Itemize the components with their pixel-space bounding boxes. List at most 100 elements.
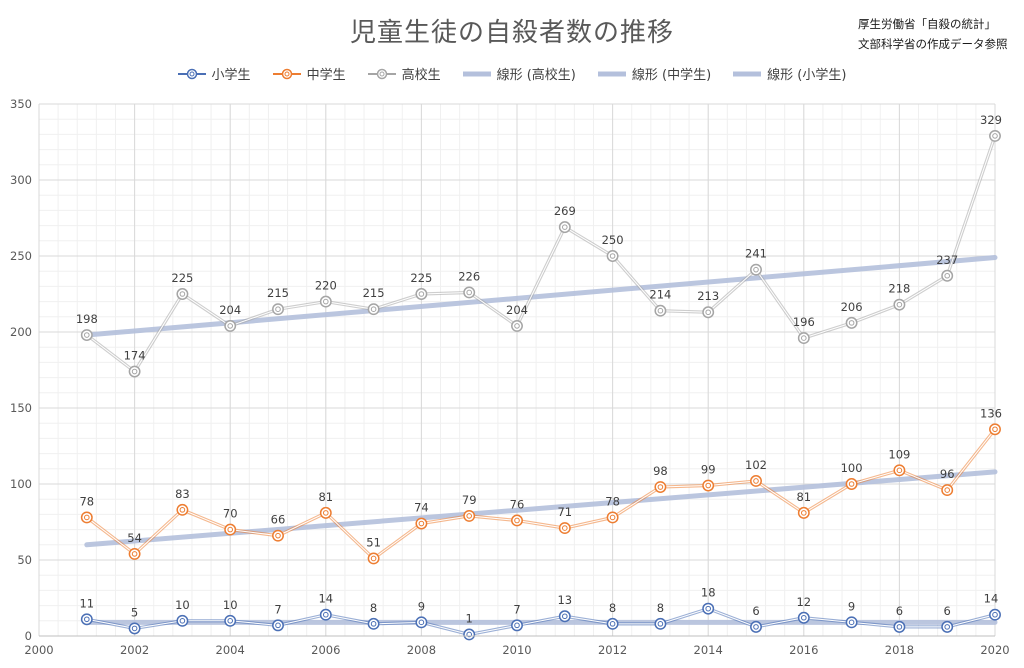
data-point [224, 523, 237, 536]
data-point-inner [418, 619, 425, 626]
data-label: 220 [315, 279, 337, 293]
data-label: 8 [609, 601, 616, 615]
data-point [702, 479, 715, 492]
source-line-1: 厚生労働省「自殺の統計」 [858, 17, 996, 31]
data-point-inner [992, 426, 998, 433]
data-point [367, 303, 380, 316]
data-point-inner [657, 484, 664, 490]
data-point-inner [84, 332, 90, 338]
data-point-inner [466, 513, 473, 519]
data-point [558, 221, 571, 234]
data-point-inner [896, 624, 903, 630]
data-point [606, 617, 619, 630]
data-point [606, 250, 619, 262]
data-point-inner [275, 532, 281, 539]
data-point-inner [562, 613, 568, 620]
y-tick-label: 250 [10, 249, 32, 263]
data-label: 196 [793, 315, 815, 329]
data-point [845, 616, 858, 629]
series-line-inner [86, 135, 996, 373]
data-label: 51 [366, 535, 381, 549]
x-tick-label: 2004 [216, 643, 245, 657]
data-label: 218 [888, 282, 910, 296]
data-point-inner [705, 482, 712, 489]
data-label: 9 [418, 599, 425, 613]
data-point [319, 608, 332, 621]
legend-marker-high-school [367, 68, 396, 79]
data-label: 214 [649, 288, 671, 302]
data-point-inner [131, 368, 138, 375]
data-point-inner [801, 614, 807, 621]
data-label: 204 [219, 303, 241, 317]
data-point [797, 611, 810, 624]
data-point-inner [801, 510, 807, 516]
data-point-inner [609, 253, 616, 259]
data-label: 18 [701, 586, 716, 600]
data-label: 109 [888, 447, 910, 461]
data-point-inner [179, 291, 186, 297]
data-point-inner [514, 323, 520, 329]
data-point-inner [848, 619, 855, 626]
data-point [606, 511, 619, 524]
data-label: 78 [79, 494, 94, 508]
data-label: 215 [363, 286, 385, 300]
data-point-inner [131, 625, 138, 632]
data-label: 226 [458, 269, 480, 283]
data-point [463, 509, 476, 522]
x-tick-label: 2010 [502, 643, 531, 657]
data-label: 99 [701, 463, 716, 477]
y-tick-label: 50 [17, 553, 32, 567]
data-point [989, 423, 1001, 436]
data-point-inner [753, 624, 759, 630]
data-point [989, 129, 1001, 142]
data-label: 225 [410, 271, 432, 285]
data-point-inner [84, 514, 90, 521]
y-tick-label: 100 [10, 477, 32, 491]
legend-item-trend-elementary: 線形 (小学生) [733, 64, 846, 83]
data-point [511, 619, 523, 632]
data-point-inner [753, 266, 759, 273]
data-label: 7 [513, 602, 520, 616]
series-line [86, 606, 996, 637]
data-label: 5 [131, 605, 138, 619]
x-tick-label: 2006 [311, 643, 340, 657]
x-tick-label: 2000 [24, 643, 53, 657]
chart-title: 児童生徒の自殺者数の推移 [349, 18, 674, 48]
legend-item-elementary: 小学生 [177, 64, 251, 83]
data-point-inner [370, 621, 377, 627]
x-tick-label: 2020 [980, 643, 1009, 657]
data-point [558, 522, 571, 535]
data-point [272, 303, 284, 316]
data-label: 54 [127, 531, 142, 545]
data-point-inner [466, 289, 473, 296]
data-point-inner [275, 306, 281, 313]
data-point [367, 617, 380, 630]
data-point-inner [848, 320, 855, 326]
data-label: 6 [944, 604, 951, 618]
data-point-inner [944, 624, 951, 630]
data-label: 174 [124, 349, 146, 363]
data-point [367, 552, 380, 565]
data-label: 213 [697, 289, 719, 303]
data-point-inner [992, 133, 998, 139]
data-label: 237 [936, 253, 958, 267]
data-point-inner [896, 467, 903, 474]
data-point [989, 608, 1001, 621]
data-point [941, 269, 954, 282]
data-point-inner [227, 618, 233, 624]
data-point [415, 616, 428, 629]
x-tick-label: 2014 [694, 643, 723, 657]
data-label: 136 [980, 406, 1002, 420]
legend-marker-junior-high [272, 68, 301, 79]
data-label: 79 [462, 493, 477, 507]
data-label: 102 [745, 458, 767, 472]
y-tick-label: 150 [10, 401, 32, 415]
data-label: 14 [984, 592, 999, 606]
data-point-inner [944, 272, 951, 279]
data-label: 225 [171, 271, 193, 285]
data-point [893, 298, 906, 311]
data-label: 81 [318, 490, 333, 504]
series-line [85, 428, 997, 561]
data-point [463, 286, 476, 299]
x-tick-label: 2012 [598, 643, 627, 657]
